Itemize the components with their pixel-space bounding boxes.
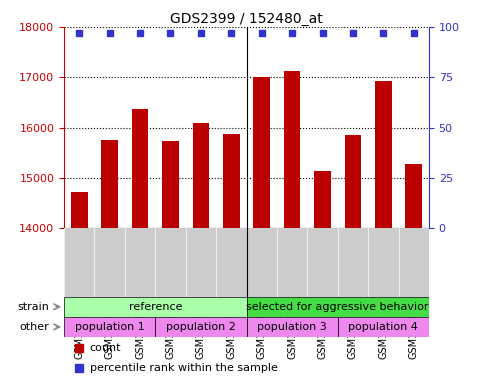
Bar: [132, 109, 148, 228]
Bar: [375, 81, 391, 228]
Text: count: count: [90, 343, 121, 353]
Text: population 2: population 2: [166, 322, 236, 332]
Bar: [253, 77, 270, 228]
Bar: [155, 317, 246, 337]
Text: percentile rank within the sample: percentile rank within the sample: [90, 362, 278, 372]
Bar: [338, 317, 429, 337]
Bar: [345, 135, 361, 228]
Bar: [64, 297, 246, 317]
Bar: [223, 134, 240, 228]
Bar: [162, 141, 179, 228]
Bar: [71, 192, 88, 228]
Text: selected for aggressive behavior: selected for aggressive behavior: [246, 302, 429, 312]
Bar: [405, 164, 422, 228]
Text: population 4: population 4: [349, 322, 418, 332]
Bar: [284, 71, 300, 228]
Text: reference: reference: [129, 302, 182, 312]
Bar: [193, 124, 209, 228]
Text: population 3: population 3: [257, 322, 327, 332]
Bar: [246, 297, 429, 317]
Bar: [246, 317, 338, 337]
Text: population 1: population 1: [75, 322, 144, 332]
Text: strain: strain: [17, 302, 49, 312]
Bar: [64, 317, 155, 337]
Bar: [102, 140, 118, 228]
Text: other: other: [19, 322, 49, 332]
Bar: [314, 171, 331, 228]
Title: GDS2399 / 152480_at: GDS2399 / 152480_at: [170, 12, 323, 26]
